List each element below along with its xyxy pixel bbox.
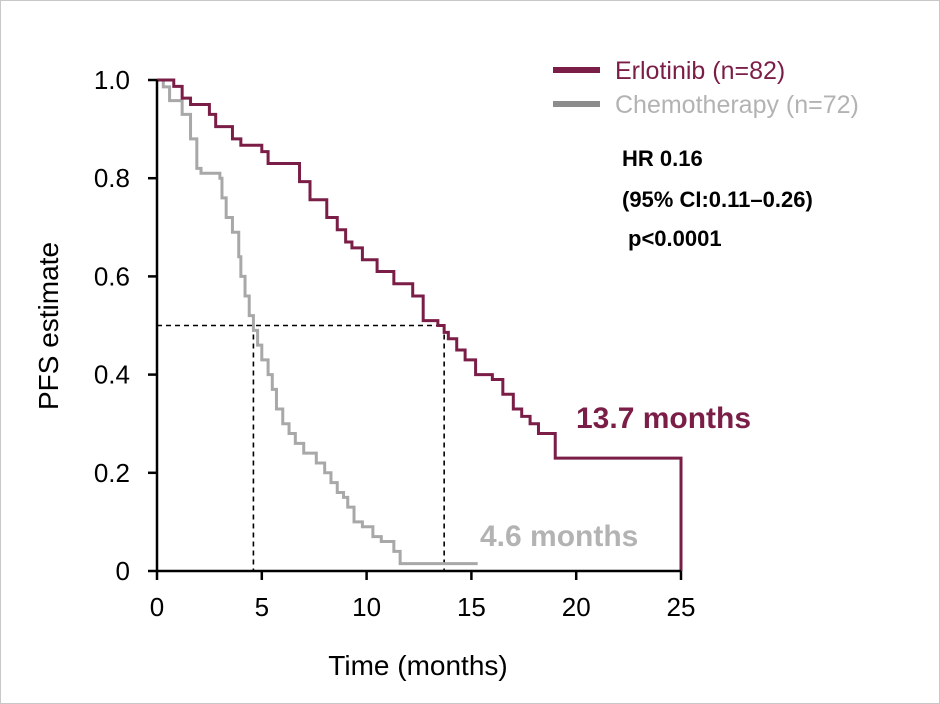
ticks: 0 5 10 15 20 25 0 0.2 0.4 0.6 0.8 1.0 [94,65,696,622]
x-axis-title: Time (months) [328,650,507,681]
x-tick-label: 5 [255,592,269,622]
x-tick-label: 15 [457,592,486,622]
legend: Erlotinib (n=82) Chemotherapy (n=72) [553,57,859,119]
x-tick-label: 25 [667,592,696,622]
median-label-chemotherapy: 4.6 months [480,520,638,553]
y-tick-label: 0.8 [94,163,130,193]
confidence-interval-label: (95% CI:0.11–0.26) [622,187,813,212]
median-label-erlotinib: 13.7 months [576,402,751,435]
y-tick-label: 1.0 [94,65,130,95]
x-tick-label: 10 [352,592,381,622]
legend-label-erlotinib: Erlotinib (n=82) [615,57,785,85]
series-layer [157,78,683,571]
x-tick-label: 20 [562,592,591,622]
y-tick-label: 0.4 [94,360,130,390]
x-tick-label: 0 [150,592,164,622]
erlotinib-curve [157,78,683,571]
chemotherapy-curve [157,78,478,566]
p-value-label: p<0.0001 [628,226,722,251]
y-tick-label: 0.2 [94,458,130,488]
y-tick-label: 0.6 [94,261,130,291]
hazard-ratio-label: HR 0.16 [622,146,703,171]
y-tick-label: 0 [116,556,130,586]
reference-lines [157,324,445,571]
legend-label-chemotherapy: Chemotherapy (n=72) [615,91,859,119]
y-axis-title: PFS estimate [33,242,64,410]
axes [155,80,681,573]
